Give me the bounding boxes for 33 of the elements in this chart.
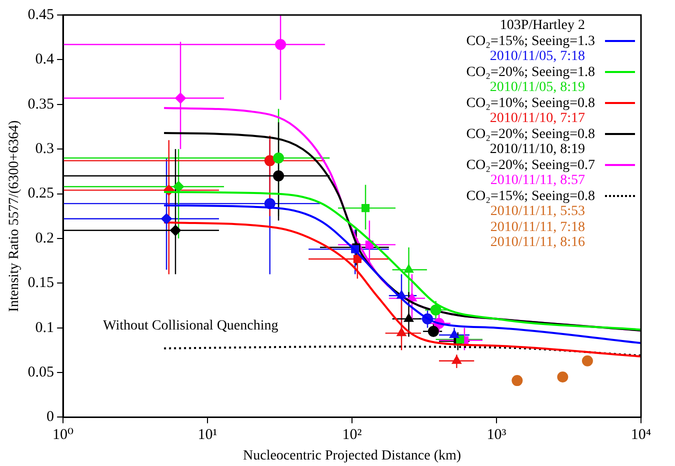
legend-label: CO₂=10%; Seeing=0.8	[466, 96, 595, 111]
text: 2010/11/11, 8:57	[489, 173, 586, 188]
y-tick-label: 0.25	[28, 186, 54, 202]
y-tick-label: 0.1	[35, 320, 54, 336]
text: 2010/11/11, 5:53	[489, 204, 586, 220]
legend-label: CO₂=20%; Seeing=0.7	[466, 158, 595, 173]
legend-label: CO₂=20%; Seeing=0.8	[466, 126, 595, 142]
annotation: Without Collisional Quenching	[103, 318, 278, 334]
text: 2010/11/10, 8:19	[488, 142, 586, 158]
y-tick-label: 0	[46, 409, 54, 426]
y-tick-label: 0.45	[28, 6, 54, 23]
x-tick-label: 10⁴	[630, 427, 652, 444]
y-tick-label: 0.35	[28, 96, 54, 112]
text: 2010/11/11, 7:18	[489, 220, 586, 235]
text: 2010/11/10, 7:17	[488, 111, 586, 126]
y-axis-title: Intensity Ratio 5577/(6300+6364)	[7, 120, 22, 312]
y-tick-label: 0.05	[28, 364, 54, 380]
y-tick-label: 0.15	[28, 275, 54, 292]
x-tick-label: 10³	[486, 427, 507, 444]
text: 2010/11/05, 7:18	[488, 49, 586, 64]
legend-label: CO₂=15%; Seeing=1.3	[466, 34, 595, 49]
y-tick-label: 0.2	[35, 230, 54, 246]
x-tick-label: 10⁰	[52, 427, 74, 444]
text: 2010/11/11, 8:16	[489, 235, 586, 250]
y-tick-label: 0.3	[35, 141, 54, 158]
y-tick-label: 0.4	[35, 52, 55, 68]
x-tick-label: 10²	[342, 427, 362, 444]
legend-label: CO₂=20%; Seeing=1.8	[466, 64, 595, 80]
x-tick-label: 10¹	[198, 427, 218, 444]
legend-label: CO₂=15%; Seeing=0.8	[466, 188, 595, 204]
text: 2010/11/05, 8:19	[488, 80, 586, 96]
x-axis-title: Nucleocentric Projected Distance (km)	[242, 448, 462, 464]
legend-title: 103P/Hartley 2	[498, 18, 586, 34]
